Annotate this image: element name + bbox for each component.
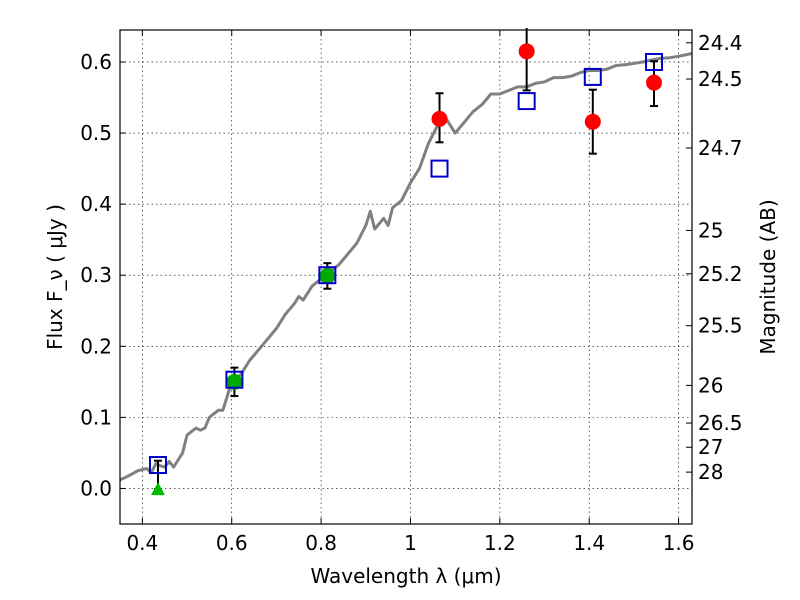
magnitude-tick-label: 26 bbox=[698, 373, 723, 397]
magnitude-tick-label: 24.4 bbox=[698, 31, 743, 55]
magnitude-tick-label: 25.5 bbox=[698, 314, 743, 338]
y-tick-label: 0.4 bbox=[80, 192, 112, 216]
model-photometry-square bbox=[583, 67, 602, 86]
y-tick-label: 0.0 bbox=[80, 476, 112, 500]
magnitude-tick-label: 24.7 bbox=[698, 136, 743, 160]
observed-optical-point bbox=[226, 373, 243, 390]
x-tick-label: 1.6 bbox=[663, 531, 695, 555]
model-photometry-square bbox=[517, 92, 536, 111]
y-tick-label: 0.6 bbox=[80, 50, 112, 74]
observed-nir-point bbox=[518, 43, 535, 60]
magnitude-tick-label: 26.5 bbox=[698, 411, 743, 435]
magnitude-tick-label: 24.5 bbox=[698, 67, 743, 91]
upper-limit-triangle bbox=[150, 482, 165, 496]
observed-nir-point bbox=[646, 74, 663, 91]
model-photometry-square bbox=[430, 159, 449, 178]
model-sed-line bbox=[120, 52, 692, 482]
plot-background bbox=[120, 30, 692, 524]
x-tick-label: 0.8 bbox=[305, 531, 337, 555]
x-axis-ticks: 0.4 0.6 0.8 1 1.2 1.4 1.6 bbox=[126, 30, 695, 555]
magnitude-tick-label: 28 bbox=[698, 460, 723, 484]
errorbar-layer bbox=[148, 28, 664, 496]
model-photometry-square bbox=[318, 266, 337, 285]
observed-nir-point bbox=[431, 110, 448, 127]
magnitude-tick-label: 27 bbox=[698, 435, 723, 459]
magnitude-tick-label: 25 bbox=[698, 218, 723, 242]
observed-nir-point bbox=[584, 113, 601, 130]
model-photometry-square bbox=[148, 456, 167, 475]
x-tick-label: 0.4 bbox=[126, 531, 158, 555]
model-photometry-square bbox=[645, 52, 664, 71]
y-tick-label: 0.5 bbox=[80, 121, 112, 145]
magnitude-axis-title: Magnitude (AB) bbox=[756, 199, 780, 354]
y-axis-ticks: 0.0 0.1 0.2 0.3 0.4 0.5 0.6 bbox=[80, 50, 126, 500]
x-tick-label: 0.6 bbox=[216, 531, 248, 555]
magnitude-tick-label: 25.2 bbox=[698, 262, 743, 286]
y-tick-label: 0.2 bbox=[80, 334, 112, 358]
grid bbox=[120, 30, 692, 524]
x-tick-label: 1.4 bbox=[573, 531, 605, 555]
y-axis-title: Flux F_ν ( μJy ) bbox=[43, 204, 67, 350]
model-photometry-square bbox=[225, 370, 244, 389]
y-tick-label: 0.1 bbox=[80, 405, 112, 429]
y-tick-label: 0.3 bbox=[80, 263, 112, 287]
x-axis-title: Wavelength λ (μm) bbox=[310, 564, 501, 588]
observed-optical-point bbox=[319, 267, 336, 284]
x-tick-label: 1.2 bbox=[484, 531, 516, 555]
plot-frame bbox=[119, 29, 693, 525]
series-layer bbox=[120, 52, 692, 482]
x-tick-label: 1 bbox=[404, 531, 417, 555]
